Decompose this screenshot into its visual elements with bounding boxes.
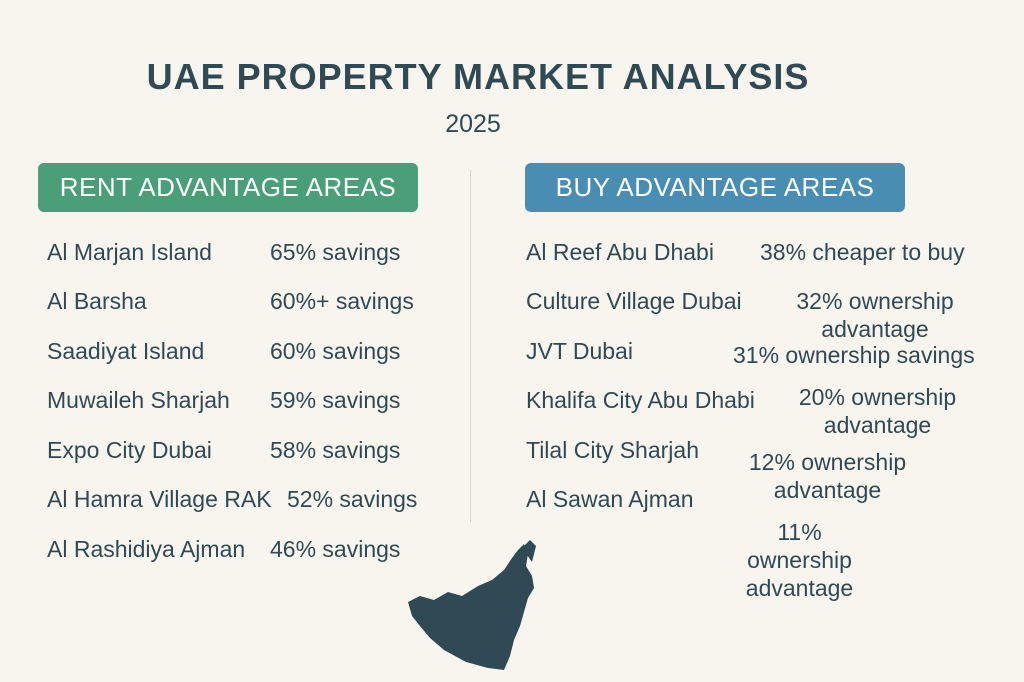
- buy-area: Tilal City Sharjah: [526, 437, 699, 463]
- uae-map: [408, 540, 536, 670]
- buy-area: Culture Village Dubai: [526, 288, 742, 314]
- buy-value: 38% cheaper to buy: [760, 239, 965, 265]
- divider: [470, 170, 471, 522]
- buy-heading: BUY ADVANTAGE AREAS: [525, 163, 905, 212]
- rent-area: Al Rashidiya Ajman: [47, 536, 246, 562]
- rent-area: Expo City Dubai: [47, 437, 212, 463]
- buy-value: 31% ownership savings: [733, 342, 975, 368]
- rent-value: 52% savings: [287, 486, 418, 512]
- rent-value: 58% savings: [270, 437, 401, 463]
- rent-area: Muwaileh Sharjah: [47, 387, 230, 413]
- rent-area: Saadiyat Island: [47, 338, 205, 364]
- rent-value: 60% savings: [270, 338, 401, 364]
- rent-area: Al Barsha: [47, 288, 147, 314]
- buy-area: Al Reef Abu Dhabi: [526, 239, 714, 265]
- rent-value: 65% savings: [270, 239, 401, 265]
- rent-heading: RENT ADVANTAGE AREAS: [38, 163, 418, 212]
- buy-value: 12% ownership advantage: [748, 449, 907, 503]
- buy-value: 20% ownership advantage: [798, 384, 957, 438]
- buy-value: 32% ownership advantage: [796, 288, 954, 342]
- buy-value: 11% ownership advantage: [745, 519, 854, 601]
- title: UAE PROPERTY MARKET ANALYSIS: [146, 56, 810, 97]
- rent-area: Al Hamra Village RAK: [47, 486, 272, 512]
- rent-value: 59% savings: [270, 387, 401, 413]
- rent-value: 60%+ savings: [270, 288, 414, 314]
- buy-area: Al Sawan Ajman: [526, 486, 694, 512]
- buy-area: Khalifa City Abu Dhabi: [526, 387, 755, 413]
- rent-area: Al Marjan Island: [47, 239, 212, 265]
- buy-area: JVT Dubai: [526, 338, 633, 364]
- subtitle: 2025: [445, 110, 501, 138]
- rent-value: 46% savings: [270, 536, 401, 562]
